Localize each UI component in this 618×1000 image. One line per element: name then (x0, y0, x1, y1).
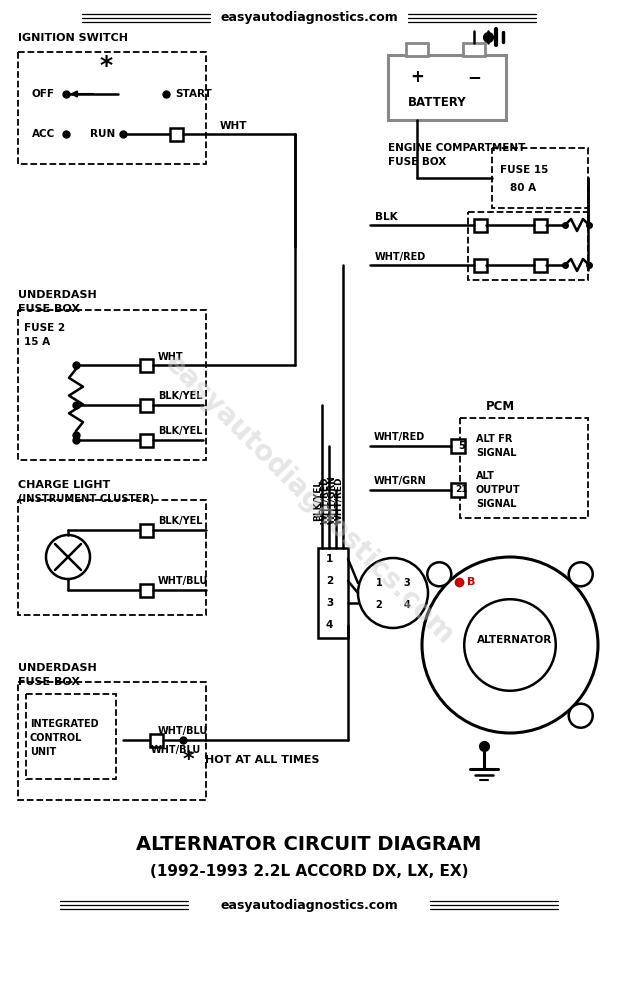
Bar (492, 148, 588, 208)
Text: −: − (467, 68, 481, 86)
Bar (463, 43, 485, 56)
Text: CHARGE LIGHT: CHARGE LIGHT (18, 480, 110, 490)
Bar (533, 258, 546, 271)
Text: ALTERNATOR: ALTERNATOR (477, 635, 552, 645)
Text: IGNITION SWITCH: IGNITION SWITCH (18, 33, 128, 43)
Text: WHT/BLU: WHT/BLU (158, 726, 208, 736)
Text: HOT AT ALL TIMES: HOT AT ALL TIMES (205, 755, 320, 765)
Bar (169, 127, 182, 140)
Bar (318, 548, 348, 638)
Text: BLK/YEL: BLK/YEL (158, 516, 203, 526)
Text: 3: 3 (404, 578, 410, 588)
Text: UNDERDASH: UNDERDASH (18, 290, 97, 300)
Text: 3: 3 (326, 598, 333, 608)
Bar (18, 500, 206, 615)
Text: BLK: BLK (375, 212, 397, 222)
Circle shape (46, 535, 90, 579)
Bar (140, 524, 153, 536)
Text: CONTROL: CONTROL (30, 733, 82, 743)
Bar (406, 43, 428, 56)
Bar (18, 682, 206, 800)
Circle shape (464, 599, 556, 691)
Bar (26, 694, 116, 779)
Text: WHT: WHT (220, 121, 247, 131)
Bar (140, 359, 153, 371)
Text: 21: 21 (455, 486, 468, 494)
Bar (140, 398, 153, 412)
Text: 4: 4 (326, 620, 333, 630)
Text: ENGINE COMPARTMENT: ENGINE COMPARTMENT (388, 143, 525, 153)
Text: 1: 1 (376, 578, 383, 588)
Text: SIGNAL: SIGNAL (476, 499, 517, 509)
Bar (388, 55, 506, 120)
Text: 5: 5 (459, 441, 465, 451)
Text: BLK/YEL: BLK/YEL (158, 391, 203, 401)
Bar (150, 734, 163, 746)
Text: FUSE BOX: FUSE BOX (18, 304, 80, 314)
Text: 2: 2 (376, 600, 383, 610)
Text: WHT/GRN: WHT/GRN (327, 476, 336, 524)
Text: START: START (175, 89, 212, 99)
Bar (18, 52, 206, 164)
Text: +: + (410, 68, 424, 86)
Text: 1: 1 (326, 554, 333, 564)
Text: B: B (467, 577, 475, 587)
Bar (473, 258, 486, 271)
Bar (451, 439, 465, 453)
Circle shape (358, 558, 428, 628)
Bar (451, 483, 465, 497)
Text: UNIT: UNIT (30, 747, 56, 757)
Text: BLK/YEL: BLK/YEL (313, 479, 322, 521)
Bar (468, 212, 588, 280)
Text: BATTERY: BATTERY (408, 96, 467, 108)
Bar (140, 434, 153, 446)
Text: easyautodiagnostics.com: easyautodiagnostics.com (220, 11, 398, 24)
Text: FUSE 15: FUSE 15 (500, 165, 548, 175)
Text: INTEGRATED: INTEGRATED (30, 719, 99, 729)
Text: PCM: PCM (485, 399, 515, 412)
Bar (460, 418, 588, 518)
Text: (INSTRUMENT CLUSTER): (INSTRUMENT CLUSTER) (18, 494, 154, 504)
Text: WHT/BLU: WHT/BLU (151, 745, 201, 755)
Text: OUTPUT: OUTPUT (476, 485, 520, 495)
Text: FUSE BOX: FUSE BOX (388, 157, 446, 167)
Text: 4: 4 (404, 600, 410, 610)
Bar (533, 219, 546, 232)
Text: OFF: OFF (32, 89, 55, 99)
Text: WHT/RED: WHT/RED (374, 432, 425, 442)
Text: FUSE BOX: FUSE BOX (18, 677, 80, 687)
Circle shape (569, 562, 593, 586)
Text: UNDERDASH: UNDERDASH (18, 663, 97, 673)
Text: *: * (99, 54, 112, 78)
Text: *: * (182, 750, 194, 770)
Text: (1992-1993 2.2L ACCORD DX, LX, EX): (1992-1993 2.2L ACCORD DX, LX, EX) (150, 864, 468, 880)
Text: 15 A: 15 A (24, 337, 50, 347)
Text: WHT/GRN: WHT/GRN (374, 476, 427, 486)
Text: WHT/RED: WHT/RED (334, 476, 343, 524)
Text: WHT/RED: WHT/RED (375, 252, 426, 262)
Text: 80 A: 80 A (510, 183, 536, 193)
Circle shape (422, 557, 598, 733)
Text: ALTERNATOR CIRCUIT DIAGRAM: ALTERNATOR CIRCUIT DIAGRAM (137, 836, 481, 854)
Text: 2: 2 (326, 576, 333, 586)
Text: SIGNAL: SIGNAL (476, 448, 517, 458)
Text: WHT/RED: WHT/RED (320, 476, 329, 524)
Text: BLK/YEL: BLK/YEL (158, 426, 203, 436)
Text: FUSE 2: FUSE 2 (24, 323, 65, 333)
Text: ALT: ALT (476, 471, 495, 481)
Circle shape (427, 562, 451, 586)
Circle shape (569, 704, 593, 728)
Text: WHT/BLU: WHT/BLU (158, 576, 208, 586)
Bar (18, 310, 206, 460)
Text: ALT FR: ALT FR (476, 434, 512, 444)
Text: easyautodiagnostics.com: easyautodiagnostics.com (159, 350, 459, 650)
Text: ACC: ACC (32, 129, 55, 139)
Bar (140, 584, 153, 596)
Text: WHT: WHT (158, 352, 184, 362)
Text: easyautodiagnostics.com: easyautodiagnostics.com (220, 898, 398, 912)
Text: RUN: RUN (90, 129, 115, 139)
Bar (473, 219, 486, 232)
